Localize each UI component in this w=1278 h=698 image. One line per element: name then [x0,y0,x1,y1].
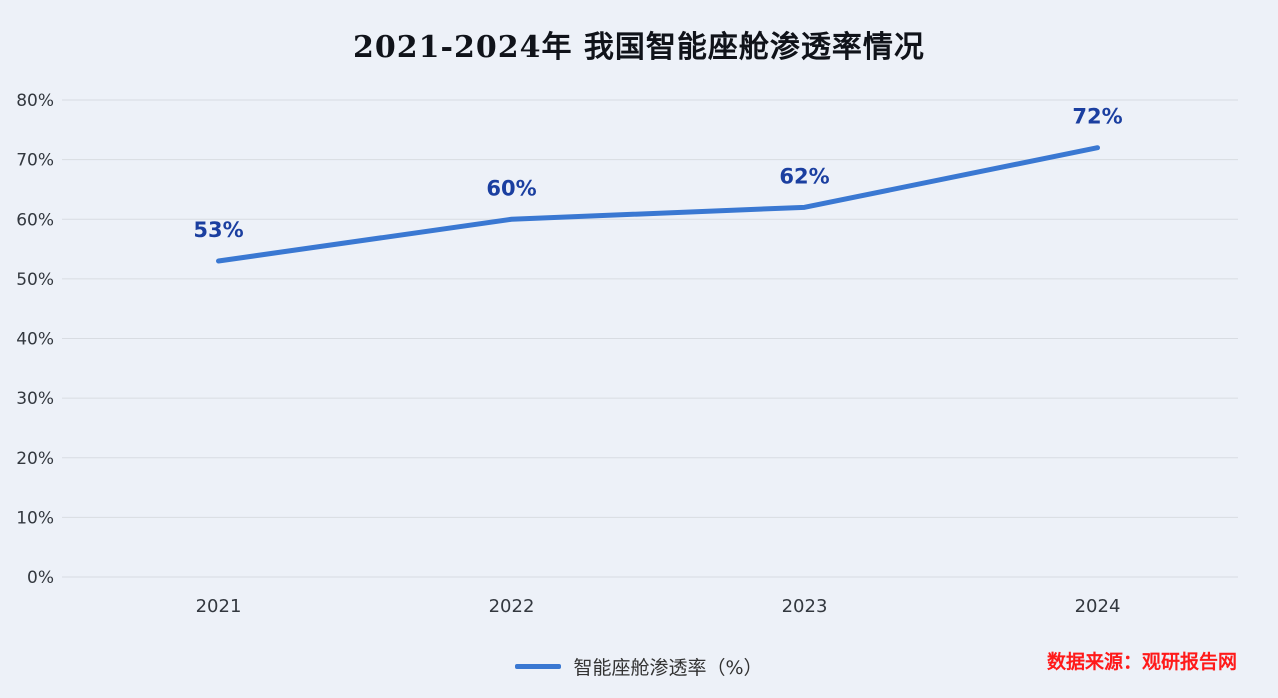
x-axis-tick-label: 2023 [782,596,828,617]
y-axis-tick-label: 50% [16,270,54,290]
source-text: 数据来源：观研报告网 [1046,651,1237,673]
y-axis-tick-label: 40% [16,330,54,350]
y-axis-tick-label: 70% [16,151,54,171]
data-label: 60% [486,176,536,200]
y-axis-tick-label: 60% [16,210,54,230]
y-axis-tick-label: 0% [27,568,54,588]
legend-line-swatch [515,664,562,669]
data-label: 53% [193,218,243,242]
chart-legend: 智能座舱渗透率（%） [0,653,1278,680]
x-axis-tick-label: 2021 [196,596,242,617]
series-line [216,145,1100,264]
x-axis-tick-label: 2024 [1075,596,1121,617]
y-axis-tick-label: 20% [16,449,54,469]
data-label: 72% [1072,105,1122,129]
y-axis-tick-label: 10% [16,508,54,528]
x-axis-tick-label: 2022 [489,596,535,617]
y-axis-tick-label: 80% [16,91,54,111]
y-axis-tick-label: 30% [16,389,54,409]
chart-title: 2021-2024年 我国智能座舱渗透率情况 [353,30,925,65]
data-label: 62% [779,164,829,188]
legend-label: 智能座舱渗透率（%） [573,657,763,679]
